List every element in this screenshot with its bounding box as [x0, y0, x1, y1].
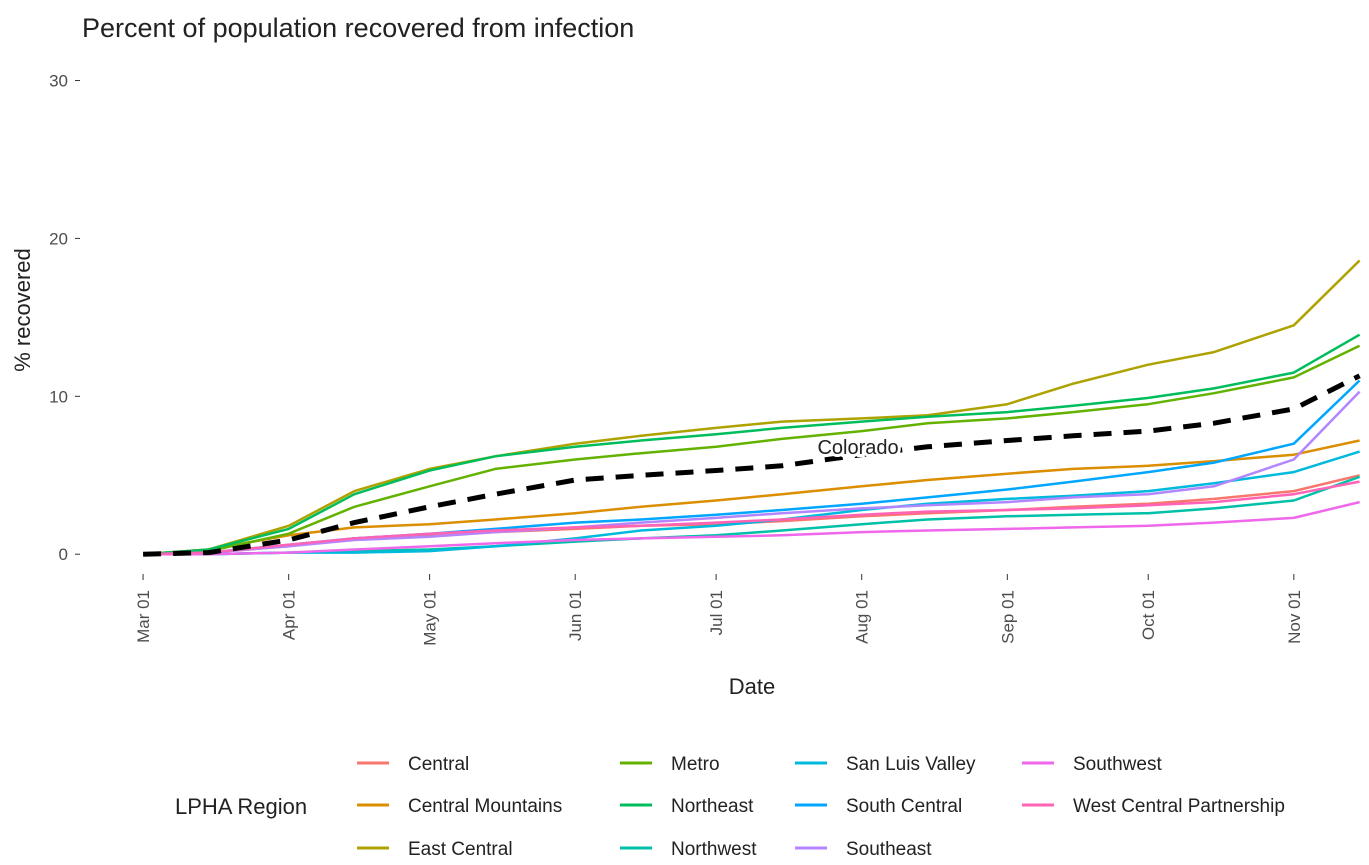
reference-line — [143, 373, 1361, 557]
legend-label: Northeast — [671, 796, 754, 817]
series-line — [143, 333, 1361, 556]
legend-label: Central Mountains — [408, 796, 562, 817]
series-line — [143, 439, 1360, 556]
legend-title: LPHA Region — [175, 794, 307, 819]
x-tick-label: Nov 01 — [1285, 590, 1304, 644]
reference-label: Colorado — [817, 437, 898, 459]
series-line — [143, 390, 1361, 556]
series-line — [143, 480, 1360, 556]
x-tick-label: Mar 01 — [134, 590, 153, 643]
x-axis-title: Date — [729, 674, 775, 699]
y-tick-label: 0 — [59, 545, 68, 564]
series-line — [143, 259, 1361, 556]
x-tick-label: May 01 — [421, 590, 440, 646]
legend-label: South Central — [846, 796, 962, 817]
legend-label: Southwest — [1073, 754, 1162, 775]
chart-title: Percent of population recovered from inf… — [82, 13, 634, 43]
legend-label: West Central Partnership — [1073, 796, 1285, 817]
y-tick-label: 30 — [49, 72, 68, 91]
x-tick-label: Aug 01 — [853, 590, 872, 644]
y-tick-label: 20 — [49, 229, 68, 248]
x-tick-label: Oct 01 — [1139, 590, 1158, 640]
legend-label: Central — [408, 754, 469, 775]
legend-label: Metro — [671, 754, 720, 775]
series-line — [143, 450, 1360, 556]
series-line — [143, 500, 1360, 556]
y-axis-title: % recovered — [10, 248, 35, 372]
legend-label: East Central — [408, 839, 513, 860]
x-tick-label: Sep 01 — [998, 590, 1017, 644]
x-tick-label: Jul 01 — [707, 590, 726, 635]
legend-label: Northwest — [671, 839, 757, 860]
legend-label: Southeast — [846, 839, 932, 860]
series-line — [143, 344, 1361, 556]
x-tick-label: Jun 01 — [566, 590, 585, 641]
legend-label: San Luis Valley — [846, 754, 976, 775]
y-tick-label: 10 — [49, 387, 68, 406]
x-tick-label: Apr 01 — [280, 590, 299, 640]
series-line — [143, 475, 1361, 556]
